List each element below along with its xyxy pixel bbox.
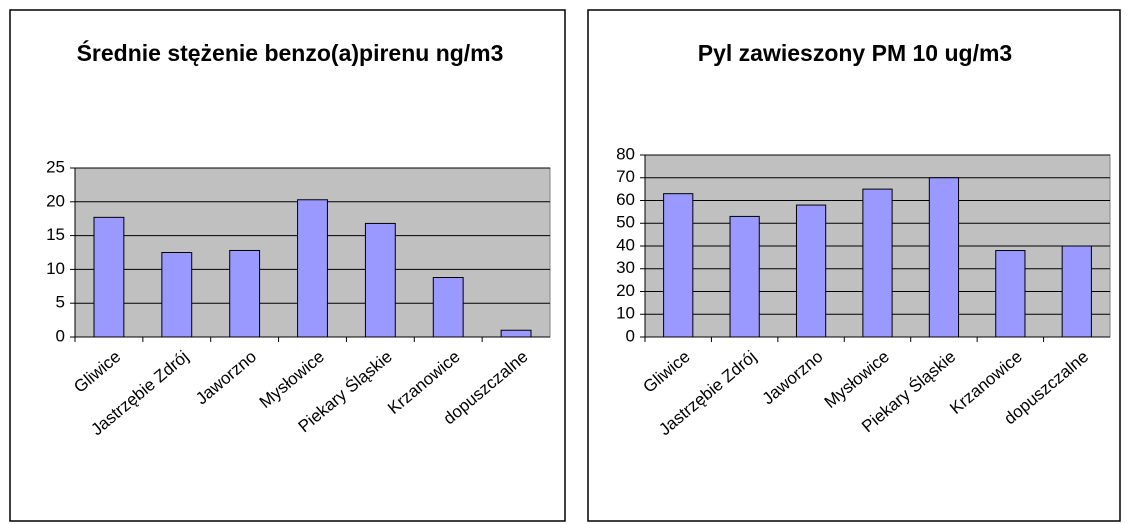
y-tick-label: 80 [616, 144, 635, 163]
bar [1061, 245, 1092, 338]
bar [995, 250, 1026, 338]
bar [364, 222, 396, 338]
chart-title: Średnie stężenie benzo(a)pirenu ng/m3 [76, 40, 504, 66]
bar [161, 252, 193, 338]
y-tick-label: 40 [616, 235, 635, 254]
bar [229, 249, 261, 338]
y-tick-label: 15 [46, 225, 65, 244]
y-tick-label: 0 [56, 326, 65, 345]
y-tick-label: 50 [616, 213, 635, 232]
y-tick-label: 20 [46, 191, 65, 210]
bar [297, 199, 328, 338]
bar [663, 193, 694, 338]
y-tick-label: 60 [616, 190, 635, 209]
bar [862, 188, 893, 338]
bar [432, 277, 464, 338]
y-tick-label: 30 [616, 258, 635, 277]
y-tick-label: 5 [56, 293, 65, 312]
y-tick-label: 25 [46, 157, 65, 176]
bar [500, 329, 532, 338]
bar [93, 216, 125, 338]
bar [795, 204, 827, 338]
y-tick-label: 20 [616, 281, 635, 300]
chart-title: Pyl zawieszony PM 10 ug/m3 [697, 40, 1013, 66]
bar [729, 215, 760, 338]
y-tick-label: 70 [616, 167, 635, 186]
y-tick-label: 10 [616, 304, 635, 323]
y-tick-label: 0 [626, 326, 635, 345]
bar [928, 177, 960, 338]
y-tick-label: 10 [46, 259, 65, 278]
